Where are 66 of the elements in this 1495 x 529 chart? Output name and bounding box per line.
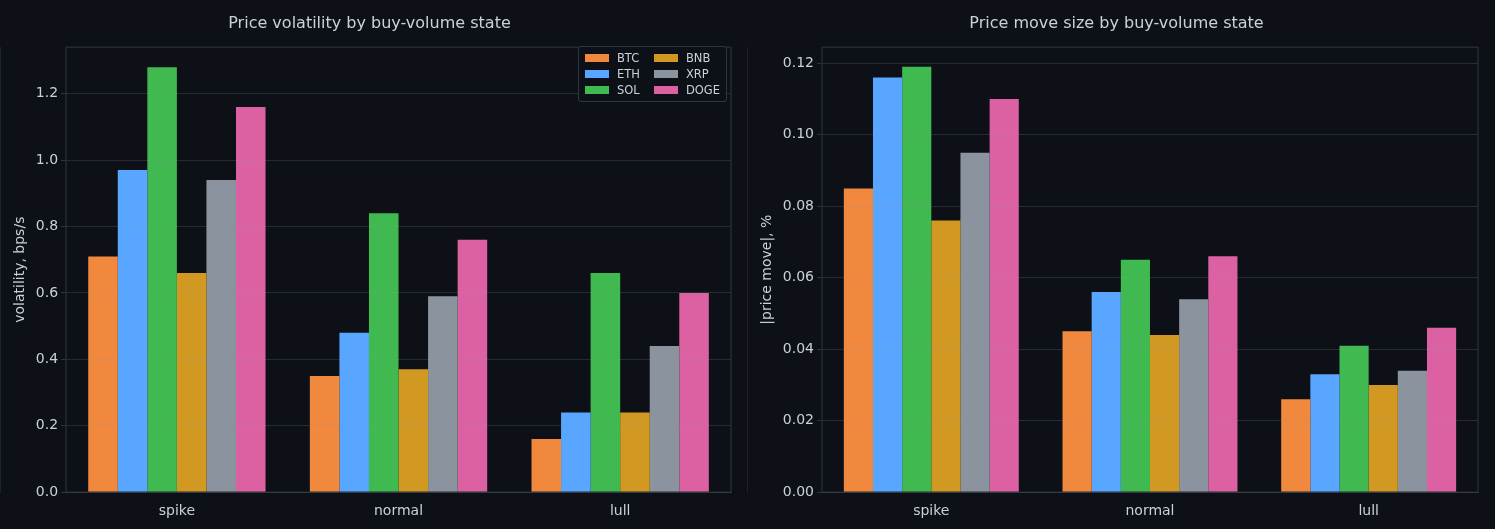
- bar: [117, 170, 148, 492]
- x-tick-label: lull: [1358, 502, 1379, 519]
- bar: [176, 273, 207, 492]
- x-tick-label: normal: [374, 502, 424, 519]
- y-tick-label: 0.4: [35, 350, 59, 366]
- y-tick-label: 0.00: [782, 482, 814, 499]
- bar: [931, 220, 961, 492]
- bar: [1310, 374, 1340, 492]
- y-tick-label: 0.06: [782, 268, 815, 285]
- bar: [1208, 256, 1238, 492]
- y-tick-label: 0.08: [782, 196, 814, 213]
- bar: [1120, 259, 1150, 492]
- x-tick-label: spike: [913, 502, 950, 519]
- y-tick-label: 0.04: [782, 339, 815, 356]
- y-tick-label: 0.10: [782, 125, 814, 142]
- y-tick-label: 0.8: [35, 217, 59, 234]
- bar: [1368, 384, 1398, 492]
- bar: [147, 67, 177, 492]
- legend-label: BTC: [616, 51, 640, 65]
- bar: [1426, 327, 1457, 492]
- bar: [679, 292, 709, 492]
- x-tick-label: lull: [609, 502, 631, 519]
- bar: [843, 188, 873, 492]
- bar: [206, 180, 236, 492]
- bar: [960, 152, 990, 492]
- bar: [339, 332, 369, 492]
- legend-label: BNB: [685, 51, 711, 65]
- bar: [989, 99, 1019, 492]
- y-tick-label: 0.6: [35, 283, 59, 300]
- bar: [561, 412, 591, 492]
- legend-label: XRP: [685, 67, 709, 81]
- bar: [1179, 299, 1209, 492]
- y-axis-title: |price move|, %: [758, 214, 776, 325]
- legend-label: SOL: [616, 83, 640, 97]
- bar: [1091, 292, 1121, 492]
- bar: [531, 439, 562, 492]
- bar: [1149, 334, 1180, 492]
- bar: [590, 273, 621, 492]
- bar: [620, 412, 650, 492]
- bar: [1339, 345, 1369, 492]
- chart-title: Price volatility by buy-volume state: [228, 12, 511, 32]
- bar: [88, 256, 118, 492]
- y-tick-label: 0.2: [35, 416, 59, 433]
- bar: [902, 66, 932, 492]
- bar: [457, 239, 488, 492]
- bar: [1281, 399, 1311, 492]
- bar: [309, 375, 340, 492]
- y-tick-label: 0.02: [782, 411, 814, 428]
- bar: [398, 369, 429, 492]
- x-tick-label: spike: [158, 502, 196, 519]
- x-tick-label: normal: [1125, 502, 1175, 519]
- y-tick-label: 0.0: [35, 482, 59, 499]
- y-tick-label: 1.2: [35, 84, 59, 101]
- bar: [649, 346, 680, 492]
- y-axis-title: volatility, bps/s: [11, 216, 28, 323]
- bar: [235, 106, 266, 492]
- bar: [1062, 331, 1092, 492]
- y-tick-label: 1.0: [35, 150, 59, 167]
- chart-title: Price move size by buy-volume state: [969, 12, 1264, 32]
- bar: [368, 213, 399, 492]
- legend-label: ETH: [616, 67, 640, 81]
- bar: [873, 77, 903, 492]
- bar: [1397, 370, 1427, 492]
- y-tick-label: 0.12: [782, 53, 814, 70]
- legend-label: DOGE: [685, 83, 720, 97]
- bar: [428, 296, 458, 492]
